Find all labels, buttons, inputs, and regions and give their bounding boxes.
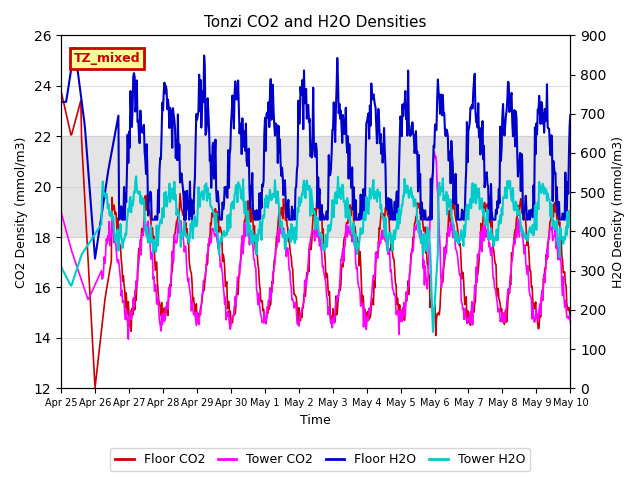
- Legend: Floor CO2, Tower CO2, Floor H2O, Tower H2O: Floor CO2, Tower CO2, Floor H2O, Tower H…: [109, 448, 531, 471]
- Title: Tonzi CO2 and H2O Densities: Tonzi CO2 and H2O Densities: [204, 15, 427, 30]
- Y-axis label: CO2 Density (mmol/m3): CO2 Density (mmol/m3): [15, 136, 28, 288]
- Text: TZ_mixed: TZ_mixed: [74, 52, 140, 65]
- Bar: [61, 136, 570, 237]
- X-axis label: Time: Time: [300, 414, 331, 427]
- Y-axis label: H2O Density (mmol/m3): H2O Density (mmol/m3): [612, 136, 625, 288]
